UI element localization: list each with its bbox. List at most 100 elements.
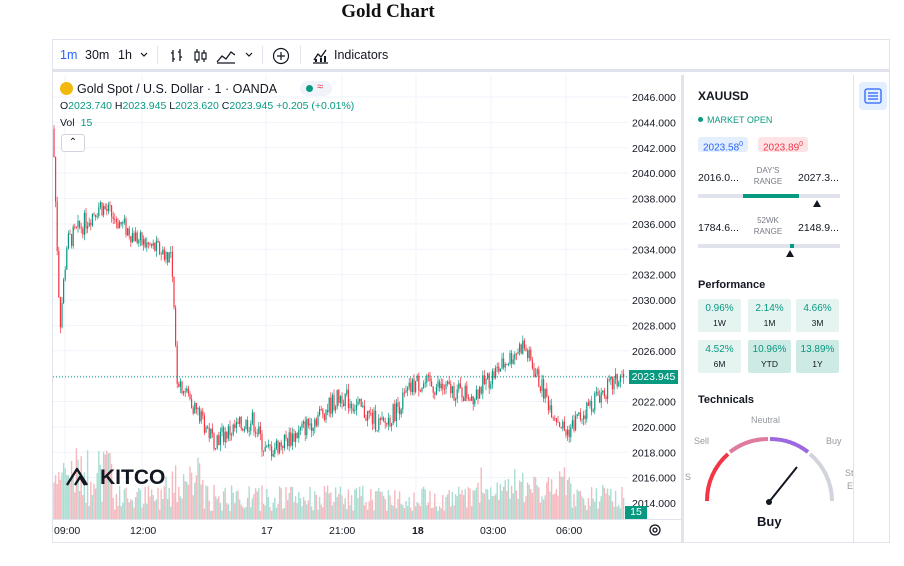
volume-bar: [309, 486, 311, 519]
candle-body: [435, 387, 437, 395]
price-axis[interactable]: 2046.000 2044.000 2042.000 2040.000 2038.000…: [629, 75, 681, 519]
volume-bar: [277, 503, 279, 519]
volume-bar: [258, 488, 260, 519]
volume-bar: [206, 486, 209, 519]
price-tick-label: 2040.000: [632, 168, 676, 180]
indicators-icon[interactable]: [312, 48, 329, 64]
candle-body: [251, 412, 253, 424]
candle-body: [451, 386, 453, 394]
candle-body: [496, 366, 498, 368]
candles-icon[interactable]: [193, 48, 209, 64]
candle-body: [165, 251, 167, 260]
candle-body: [527, 350, 529, 359]
candle-body: [245, 420, 247, 430]
candle-body: [535, 374, 537, 377]
candle-body: [467, 397, 469, 400]
candle-body: [122, 222, 124, 224]
volume-bar: [482, 492, 484, 519]
volume-bar: [576, 489, 578, 519]
volume-bar: [190, 472, 193, 519]
volume-bar: [523, 502, 526, 519]
volume-bar: [269, 506, 271, 519]
volume-bar: [130, 499, 132, 519]
chart-settings-gear-icon[interactable]: [648, 523, 662, 537]
volume-bar: [141, 507, 143, 519]
volume-bar: [563, 467, 566, 519]
candle-body: [115, 219, 117, 223]
volume-bar: [74, 492, 76, 519]
volume-bar: [350, 495, 353, 519]
low-value: 2023.620: [175, 100, 219, 112]
technicals-verdict: Buy: [757, 514, 782, 529]
candle-body: [445, 383, 447, 390]
52wk-range-low: 1784.6...: [698, 222, 739, 234]
volume-bar: [438, 506, 441, 519]
candle-body: [447, 381, 449, 384]
symbol-legend[interactable]: Gold Spot / U.S. Dollar · 1 · OANDA: [60, 82, 277, 96]
price-chart[interactable]: [53, 75, 629, 519]
52wk-range-high: 2148.9...: [798, 222, 839, 234]
chevron-down-icon[interactable]: [140, 51, 148, 59]
volume-bar: [560, 476, 562, 519]
time-axis[interactable]: 09:00 12:00 17 21:00 18 03:00 06:00: [53, 519, 681, 544]
52wk-range-track: [698, 244, 840, 248]
chevron-down-icon[interactable]: [245, 51, 253, 59]
candle-body: [227, 426, 229, 439]
volume-bar: [510, 485, 513, 519]
volume-bar: [67, 475, 70, 519]
compare-plus-icon[interactable]: [272, 47, 290, 65]
volume-bar: [584, 504, 586, 519]
volume-bar: [526, 482, 529, 519]
candle-body: [63, 279, 65, 303]
bar-chart-type-icon[interactable]: [169, 48, 185, 64]
volume-bar: [477, 482, 479, 519]
volume-bar: [128, 502, 130, 519]
volume-bar: [346, 509, 348, 519]
candle-body: [611, 377, 613, 390]
candle-body: [437, 381, 439, 388]
price-tick-label: 2028.000: [632, 320, 676, 332]
ask-sup: 0: [799, 141, 804, 148]
candle-body: [483, 375, 485, 384]
volume-bar: [333, 501, 335, 519]
volume-bar: [589, 505, 591, 519]
interval-1m-button[interactable]: 1m: [60, 48, 78, 62]
interval-1h-button[interactable]: 1h: [118, 48, 132, 62]
volume-bar: [131, 500, 134, 519]
volume-bar: [413, 492, 415, 519]
volume-bar: [77, 459, 79, 519]
candle-body: [224, 432, 226, 443]
volume-bar: [536, 485, 538, 519]
volume-bar: [189, 466, 191, 519]
kitco-wordmark: KITCO: [100, 466, 165, 487]
candle-body: [493, 371, 495, 378]
candle-body: [610, 377, 612, 380]
candle-body: [567, 429, 569, 436]
candle-body: [155, 240, 157, 251]
candle-body: [152, 242, 154, 246]
candle-body: [178, 383, 180, 387]
volume-bar: [237, 490, 239, 519]
indicators-button[interactable]: Indicators: [334, 48, 389, 62]
volume-bar: [517, 498, 519, 519]
watchlist-button[interactable]: [859, 82, 887, 110]
volume-bar: [448, 490, 450, 519]
candle-body: [479, 387, 481, 399]
candle-body: [237, 422, 239, 424]
candle-body: [138, 240, 140, 244]
performance-value: 4.66%: [803, 303, 832, 314]
collapse-legend-button[interactable]: ⌃: [61, 134, 85, 152]
area-chart-icon[interactable]: [216, 48, 236, 64]
candle-body: [581, 419, 583, 420]
candle-body: [573, 420, 575, 431]
interval-30m-button[interactable]: 30m: [85, 48, 110, 62]
candle-body: [79, 220, 81, 228]
volume-bar: [496, 482, 498, 519]
performance-period: 1W: [713, 318, 726, 328]
candle-body: [283, 434, 285, 449]
volume-bar: [160, 489, 162, 519]
volume-bar: [498, 499, 500, 519]
market-status-pill[interactable]: ≈: [300, 81, 332, 96]
volume-bar: [555, 489, 558, 519]
candle-body: [315, 419, 317, 426]
